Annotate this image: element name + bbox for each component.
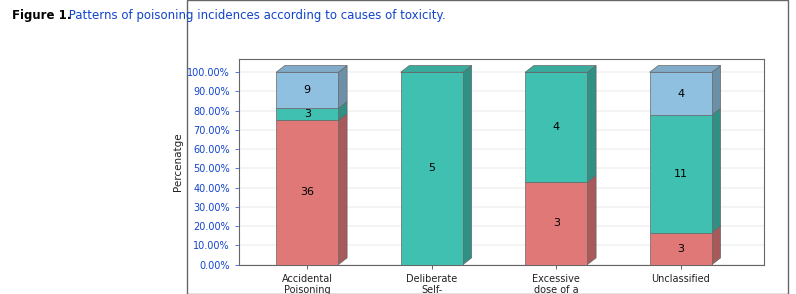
Bar (400, 72, 463, 265)
Bar (525, 72, 587, 182)
Polygon shape (338, 66, 347, 108)
Text: 36: 36 (300, 188, 314, 198)
Text: 3: 3 (677, 243, 685, 253)
Polygon shape (525, 66, 596, 72)
Polygon shape (338, 102, 347, 120)
Bar (650, 115, 712, 233)
Text: 4: 4 (677, 88, 685, 98)
Bar (276, 108, 338, 120)
Polygon shape (712, 226, 720, 265)
Text: 4: 4 (552, 122, 560, 132)
Polygon shape (463, 66, 471, 265)
Bar (650, 233, 712, 265)
Polygon shape (650, 66, 720, 72)
Bar (650, 72, 712, 115)
Text: 9: 9 (304, 85, 310, 95)
Polygon shape (712, 66, 720, 115)
Text: 5: 5 (428, 163, 435, 173)
Polygon shape (587, 66, 596, 182)
Y-axis label: Percenatge: Percenatge (173, 132, 183, 191)
Polygon shape (338, 113, 347, 265)
Polygon shape (400, 66, 471, 72)
Bar (276, 120, 338, 265)
Polygon shape (712, 108, 720, 233)
Polygon shape (276, 66, 347, 72)
Text: 11: 11 (673, 169, 688, 179)
Text: 3: 3 (552, 218, 560, 228)
Bar (276, 72, 338, 108)
Text: 3: 3 (304, 109, 310, 119)
Text: Patterns of poisoning incidences according to causes of toxicity.: Patterns of poisoning incidences accordi… (65, 9, 446, 22)
Text: Figure 1.: Figure 1. (12, 9, 72, 22)
Bar (525, 182, 587, 265)
Polygon shape (587, 176, 596, 265)
